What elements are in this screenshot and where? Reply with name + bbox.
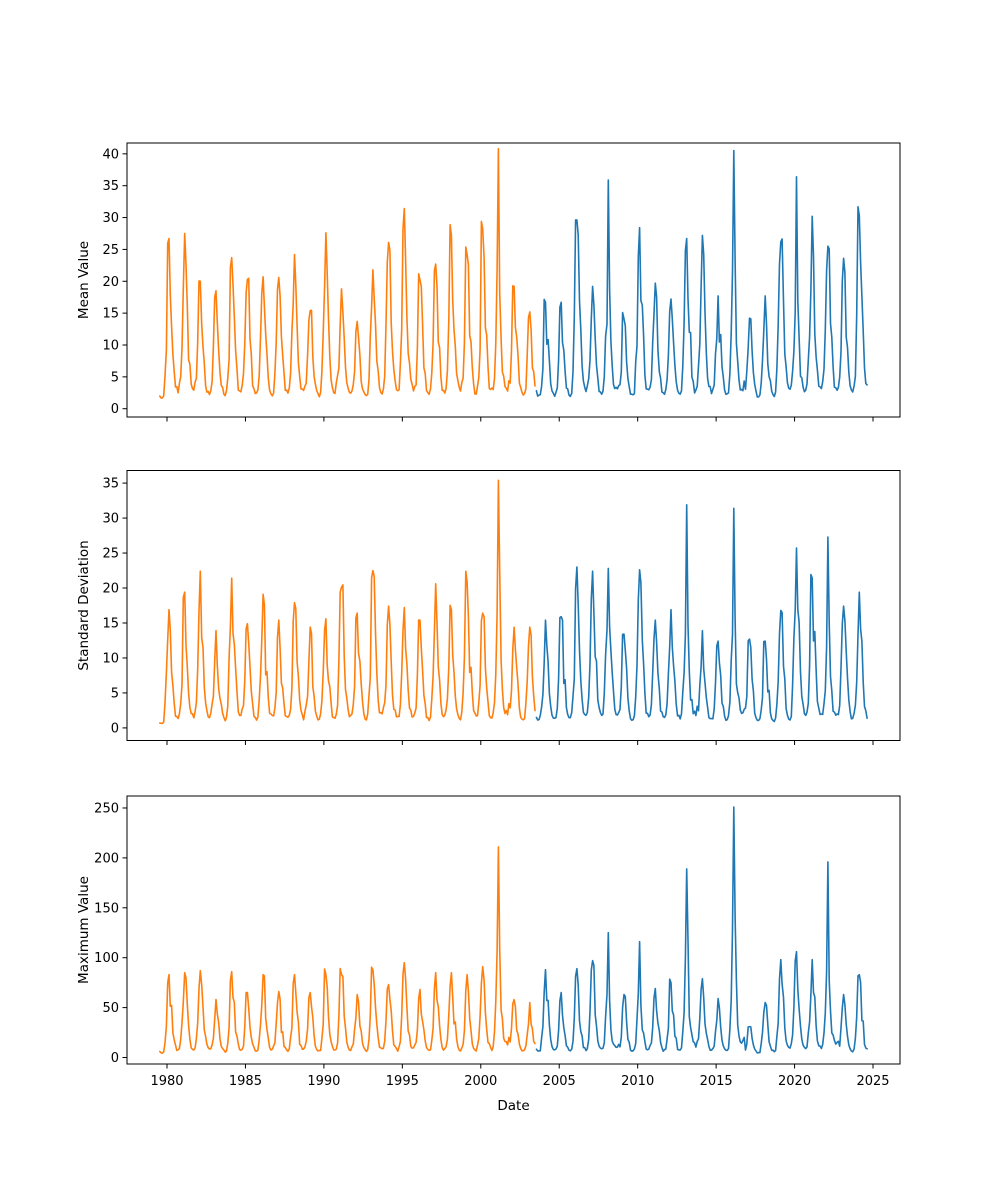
x-tick-label: 2025 [856,1074,889,1089]
axes-frame [126,470,901,741]
xlabel-date: Date [497,1098,529,1114]
x-tick-label: 2000 [464,1074,497,1089]
series-late-line [535,503,868,723]
y-tick-label: 100 [94,951,119,966]
ylabel-maximum-value: Maximum Value [76,876,92,984]
x-tick-label: 2015 [700,1074,733,1089]
x-tick-label: 2005 [543,1074,576,1089]
y-tick-label: 0 [111,402,119,417]
y-tick-label: 5 [111,686,119,701]
y-tick-label: 150 [94,901,119,916]
y-tick-label: 35 [102,179,119,194]
y-tick-label: 50 [102,1001,119,1016]
ylabel-standard-deviation: Standard Deviation [76,540,92,670]
x-tick-label: 1985 [229,1074,262,1089]
series-late-line [535,806,868,1054]
subplot-mean: 0 5 10 15 20 25 30 35 40 [102,142,901,422]
x-tick-label: 1995 [386,1074,419,1089]
series-early-line [159,479,536,725]
y-tick-label: 0 [111,1051,119,1066]
y-tick-label: 5 [111,370,119,385]
y-tick-label: 15 [102,616,119,631]
y-tick-label: 10 [102,338,119,353]
y-tick-label: 10 [102,651,119,666]
axes-frame [126,142,901,418]
y-tick-label: 15 [102,307,119,322]
y-tick-label: 25 [102,243,119,258]
y-tick-label: 30 [102,211,119,226]
subplot-std: 0 5 10 15 20 25 30 35 [102,470,901,745]
y-tick-label: 40 [102,147,119,162]
x-tick-label: 2020 [778,1074,811,1089]
axes-frame [126,795,901,1065]
y-tick-label: 200 [94,851,119,866]
x-tick-label: 2010 [621,1074,654,1089]
ylabel-mean-value: Mean Value [76,241,92,319]
y-tick-label: 20 [102,275,119,290]
series-late-line [535,149,868,398]
y-tick-label: 20 [102,582,119,597]
x-tick-label: 1980 [150,1074,183,1089]
series-early-line [159,846,536,1054]
x-tick-label: 1990 [307,1074,340,1089]
y-tick-label: 250 [94,801,119,816]
y-tick-label: 0 [111,721,119,736]
y-tick-label: 25 [102,547,119,562]
series-early-line [159,147,536,399]
subplot-max: 0 50 100 150 200 250 1980 1985 1990 1995 2000 2005 2… [94,795,901,1089]
y-tick-label: 30 [102,512,119,527]
y-tick-label: 35 [102,477,119,492]
